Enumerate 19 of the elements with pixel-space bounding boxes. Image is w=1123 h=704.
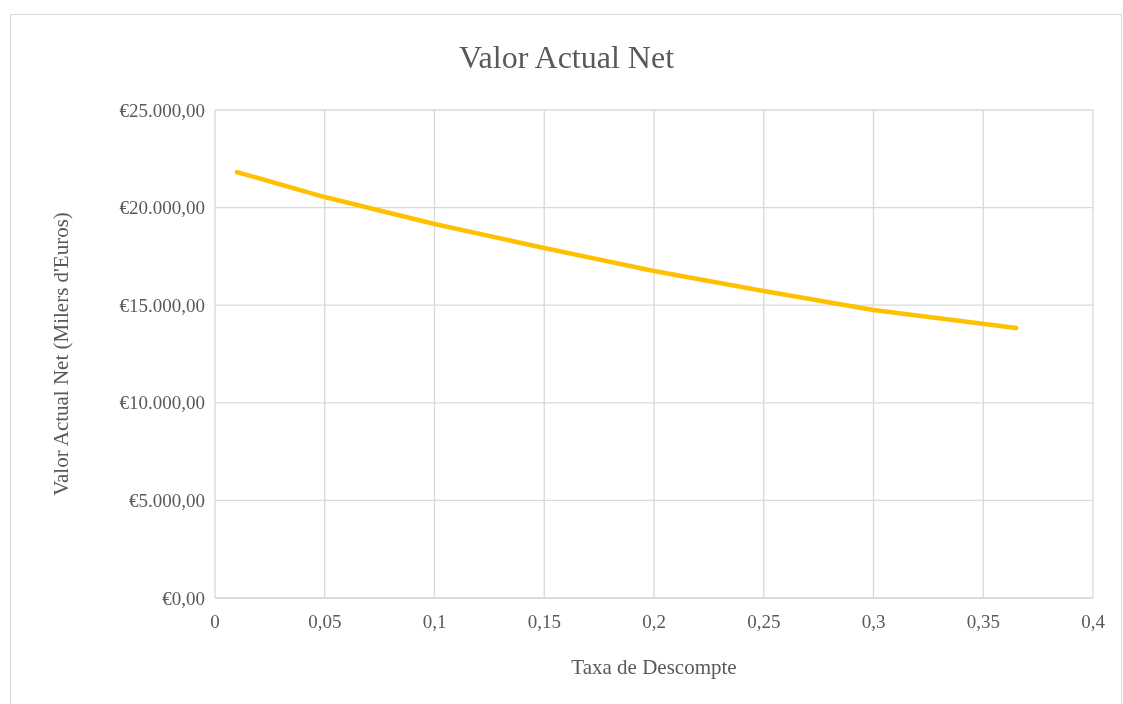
y-tick-label: €0,00 [162, 587, 205, 609]
x-tick-label: 0,1 [422, 611, 447, 632]
y-tick-label: €10.000,00 [119, 392, 205, 414]
x-tick-label: 0,05 [308, 611, 342, 632]
x-axis-title: Taxa de Descompte [571, 655, 737, 679]
x-tick-label: 0,4 [1081, 611, 1106, 632]
y-tick-label: €15.000,00 [119, 294, 205, 316]
chart-title: Valor Actual Net [458, 39, 675, 75]
x-tick-label: 0,15 [527, 611, 561, 632]
x-tick-label: 0 [210, 611, 220, 632]
x-tick-label: 0,25 [747, 611, 781, 632]
y-axis-title: Valor Actual Net (Milers d'Euros) [49, 212, 73, 496]
y-tick-label: €25.000,00 [119, 99, 205, 121]
x-tick-label: 0,2 [642, 611, 666, 632]
y-tick-label: €20.000,00 [119, 197, 205, 219]
y-tick-label: €5.000,00 [129, 490, 205, 512]
x-tick-label: 0,35 [966, 611, 1000, 632]
x-tick-label: 0,3 [861, 611, 886, 632]
line-series [234, 169, 1019, 331]
